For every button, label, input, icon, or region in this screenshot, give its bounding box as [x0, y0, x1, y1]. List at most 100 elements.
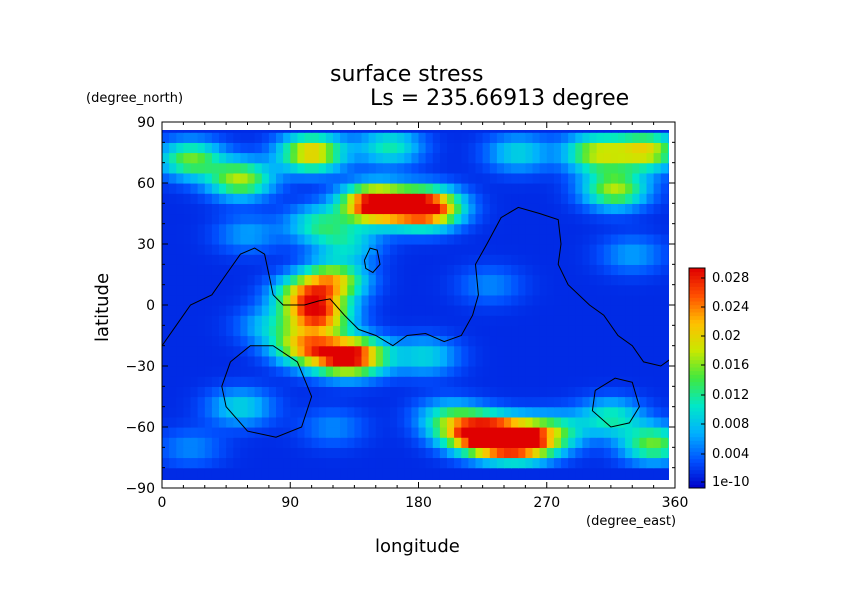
heatmap-cell	[660, 325, 669, 337]
heatmap-cell	[546, 376, 555, 387]
heatmap-cell	[226, 130, 234, 133]
heatmap-cell	[318, 142, 327, 154]
heatmap-cell	[653, 427, 662, 438]
heatmap-cell	[603, 477, 612, 480]
heatmap-cell	[589, 447, 598, 459]
heatmap-cell	[475, 447, 484, 459]
heatmap-cell	[589, 130, 598, 133]
heatmap-cell	[546, 345, 555, 357]
colorbar-swatch	[689, 389, 705, 394]
heatmap-cell	[482, 213, 491, 225]
heatmap-cell	[596, 264, 605, 276]
heatmap-cell	[340, 213, 348, 225]
heatmap-cell	[297, 376, 306, 387]
heatmap-cell	[340, 477, 348, 480]
x-axis-label: longitude	[375, 536, 460, 557]
heatmap-cell	[539, 437, 548, 448]
heatmap-cell	[489, 213, 498, 225]
heatmap-cell	[553, 427, 562, 438]
heatmap-cell	[325, 315, 334, 326]
heatmap-cell	[261, 315, 270, 326]
heatmap-cell	[247, 366, 256, 377]
y-tick-label: 30	[137, 237, 155, 253]
heatmap-cell	[525, 193, 534, 204]
heatmap-cell	[546, 172, 555, 184]
heatmap-cell	[653, 172, 662, 184]
heatmap-cell	[368, 264, 377, 276]
heatmap-cell	[268, 193, 277, 204]
heatmap-cell	[646, 203, 655, 215]
colorbar-swatch	[689, 367, 705, 372]
heatmap-cell	[489, 396, 498, 408]
heatmap-cell	[261, 294, 270, 306]
heatmap-cell	[496, 467, 505, 479]
heatmap-cell	[261, 213, 270, 225]
heatmap-cell	[318, 152, 327, 164]
heatmap-cell	[475, 305, 484, 316]
heatmap-cell	[461, 274, 470, 286]
heatmap-cell	[197, 386, 206, 398]
heatmap-cell	[575, 193, 584, 204]
heatmap-cell	[404, 396, 413, 408]
heatmap-cell	[176, 416, 185, 428]
heatmap-cell	[226, 305, 234, 316]
heatmap-cell	[504, 244, 512, 255]
heatmap-cell	[325, 254, 334, 265]
heatmap-cell	[197, 203, 206, 215]
heatmap-cell	[340, 355, 348, 367]
heatmap-cell	[625, 130, 633, 133]
heatmap-cell	[347, 416, 356, 428]
heatmap-cell	[254, 152, 263, 164]
heatmap-cell	[489, 335, 498, 347]
heatmap-cell	[268, 203, 277, 215]
heatmap-cell	[297, 305, 306, 316]
heatmap-cell	[169, 183, 177, 194]
heatmap-cell	[176, 264, 185, 276]
heatmap-cell	[561, 416, 569, 428]
colorbar-swatch	[689, 396, 705, 401]
heatmap-cell	[447, 416, 455, 428]
heatmap-cell	[546, 406, 555, 418]
heatmap-cell	[568, 244, 576, 255]
heatmap-cell	[475, 294, 484, 306]
heatmap-cell	[603, 132, 612, 143]
heatmap-cell	[247, 162, 256, 174]
heatmap-cell	[169, 437, 177, 448]
heatmap-cell	[276, 467, 284, 479]
heatmap-cell	[439, 355, 448, 367]
heatmap-cell	[247, 284, 256, 296]
heatmap-cell	[439, 130, 448, 133]
heatmap-cell	[475, 213, 484, 225]
heatmap-cell	[496, 366, 505, 377]
heatmap-cell	[390, 142, 398, 154]
heatmap-cell	[233, 376, 242, 387]
heatmap-cell	[197, 345, 206, 357]
heatmap-cell	[660, 396, 669, 408]
heatmap-cell	[325, 172, 334, 184]
heatmap-cell	[518, 447, 527, 459]
heatmap-cell	[518, 233, 527, 245]
heatmap-cell	[553, 305, 562, 316]
heatmap-cell	[539, 233, 548, 245]
heatmap-cell	[333, 345, 341, 357]
heatmap-cell	[603, 130, 612, 133]
heatmap-cell	[211, 130, 220, 133]
heatmap-cell	[525, 457, 534, 469]
heatmap-cell	[176, 233, 185, 245]
heatmap-cell	[375, 335, 384, 347]
heatmap-cell	[404, 203, 413, 215]
heatmap-cell	[461, 345, 470, 357]
heatmap-cell	[447, 305, 455, 316]
heatmap-cell	[162, 366, 170, 377]
heatmap-cell	[632, 284, 641, 296]
heatmap-cell	[518, 366, 527, 377]
heatmap-cell	[496, 284, 505, 296]
heatmap-cell	[475, 406, 484, 418]
heatmap-cell	[575, 376, 584, 387]
heatmap-cell	[347, 345, 356, 357]
heatmap-cell	[169, 447, 177, 459]
heatmap-cell	[190, 203, 199, 215]
heatmap-cell	[204, 376, 213, 387]
heatmap-cell	[561, 355, 569, 367]
heatmap-cell	[411, 223, 420, 235]
